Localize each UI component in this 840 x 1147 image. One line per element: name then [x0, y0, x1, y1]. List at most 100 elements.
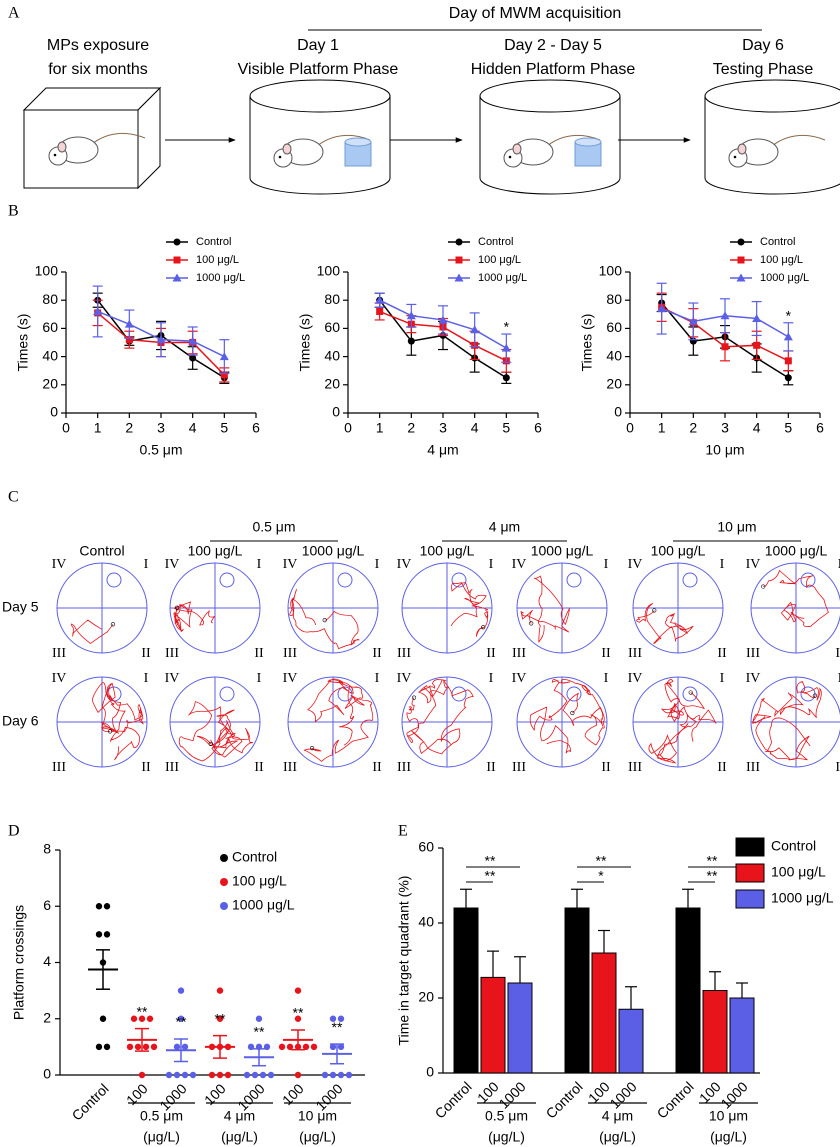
x-tick-label: 4 [471, 420, 479, 436]
y-tick-label: 100 [599, 263, 623, 279]
row-label: Day 5 [2, 599, 39, 615]
group-header: 0.5 μm [252, 519, 295, 535]
marker [657, 304, 667, 313]
marker [688, 316, 698, 325]
data-point [95, 1043, 103, 1051]
significance: * [786, 307, 792, 323]
bar [729, 997, 755, 1074]
significance: ** [176, 1014, 187, 1030]
legend-label: 100 μg/L [232, 873, 287, 889]
swim-path [520, 575, 570, 643]
target-platform [337, 572, 353, 588]
pool-top [479, 79, 621, 113]
marker [375, 295, 385, 304]
path-end [688, 690, 693, 695]
marker [220, 371, 228, 379]
data-point [177, 987, 185, 994]
quadrant-label: II [372, 646, 382, 661]
group-unit: (μg/L) [488, 1129, 525, 1145]
y-tick-label: 20 [324, 376, 340, 392]
marker [173, 238, 181, 246]
y-tick-label: 40 [418, 914, 434, 930]
x-axis-label: 4 μm [427, 442, 458, 458]
data-point [243, 1071, 251, 1079]
quadrant-label: III [52, 760, 66, 775]
mouse-tail [771, 135, 826, 147]
y-tick-label: 60 [418, 839, 434, 855]
data-point [103, 931, 111, 938]
group-unit: (μg/L) [143, 1129, 180, 1145]
y-tick-label: 0 [50, 404, 58, 420]
marker [502, 374, 510, 382]
path-end [761, 584, 766, 589]
mouse-tail [91, 133, 146, 145]
stage-title: Day 2 - Day 5 [504, 37, 602, 54]
x-tick-label: 0 [62, 420, 70, 436]
quadrant-label: III [165, 760, 179, 775]
quadrant-label: IV [746, 557, 761, 572]
y-axis-label: Times (s) [297, 314, 313, 372]
pool-top [249, 79, 391, 113]
data-point [329, 1071, 337, 1079]
quadrant-label: IV [165, 671, 180, 686]
y-tick-label: 100 [35, 263, 59, 279]
path-end [322, 618, 327, 623]
marker [752, 314, 762, 323]
legend-label: 1000 μg/L [760, 272, 809, 284]
x-tick-label: 0 [344, 420, 352, 436]
x-tick-label: 1 [94, 420, 102, 436]
marker [93, 306, 103, 315]
quadrant-label: I [257, 671, 262, 686]
x-tick-label: 1 [658, 420, 666, 436]
data-point [130, 1015, 138, 1022]
quadrant-label: III [397, 760, 411, 775]
legend-label: Control [196, 236, 231, 248]
marker [736, 273, 746, 282]
mouse-icon [48, 133, 146, 166]
marker [470, 325, 480, 334]
x-tick-label: 1 [376, 420, 384, 436]
column-header: 100 μg/L [420, 543, 475, 559]
stage-subtitle: Hidden Platform Phase [471, 61, 636, 78]
path-end [108, 729, 113, 734]
data-point [216, 1015, 224, 1022]
y-tick-label: 60 [324, 319, 340, 335]
x-tick-label: Control [654, 1078, 697, 1121]
quadrant-label: III [165, 646, 179, 661]
significance: ** [707, 868, 718, 884]
marker [784, 357, 792, 365]
mouse-ear [57, 141, 67, 153]
group-unit: (μg/L) [299, 1129, 336, 1145]
mouse-eye [508, 155, 512, 159]
quadrant-label: I [604, 671, 609, 686]
y-tick-label: 20 [42, 376, 58, 392]
x-tick-label: 6 [252, 420, 260, 436]
marker [737, 256, 745, 264]
y-tick-label: 2 [43, 1009, 51, 1025]
data-point [337, 1071, 345, 1079]
y-tick-label: 6 [43, 897, 51, 913]
pool-top [704, 79, 840, 113]
quadrant-label: II [601, 646, 611, 661]
data-point [294, 1071, 302, 1079]
group-label: 0.5 μm [485, 1108, 528, 1124]
panel-label: A [8, 5, 20, 22]
marker [406, 311, 416, 320]
data-point [173, 1043, 181, 1051]
panel-label: D [8, 823, 20, 840]
group-label: 4 μm [602, 1108, 633, 1124]
data-point [337, 1015, 345, 1022]
mouse-ear [512, 143, 522, 155]
data-point [165, 1071, 173, 1079]
legend-label: 1000 μg/L [478, 272, 527, 284]
legend-label: 1000 μg/L [196, 272, 245, 284]
data-point [138, 1015, 146, 1022]
column-header: 1000 μg/L [531, 543, 594, 559]
significance: ** [596, 853, 607, 869]
bar [618, 1008, 644, 1074]
y-tick-label: 60 [42, 319, 58, 335]
quadrant-label: IV [52, 671, 67, 686]
data-point [310, 1043, 318, 1051]
quadrant-label: I [489, 671, 494, 686]
